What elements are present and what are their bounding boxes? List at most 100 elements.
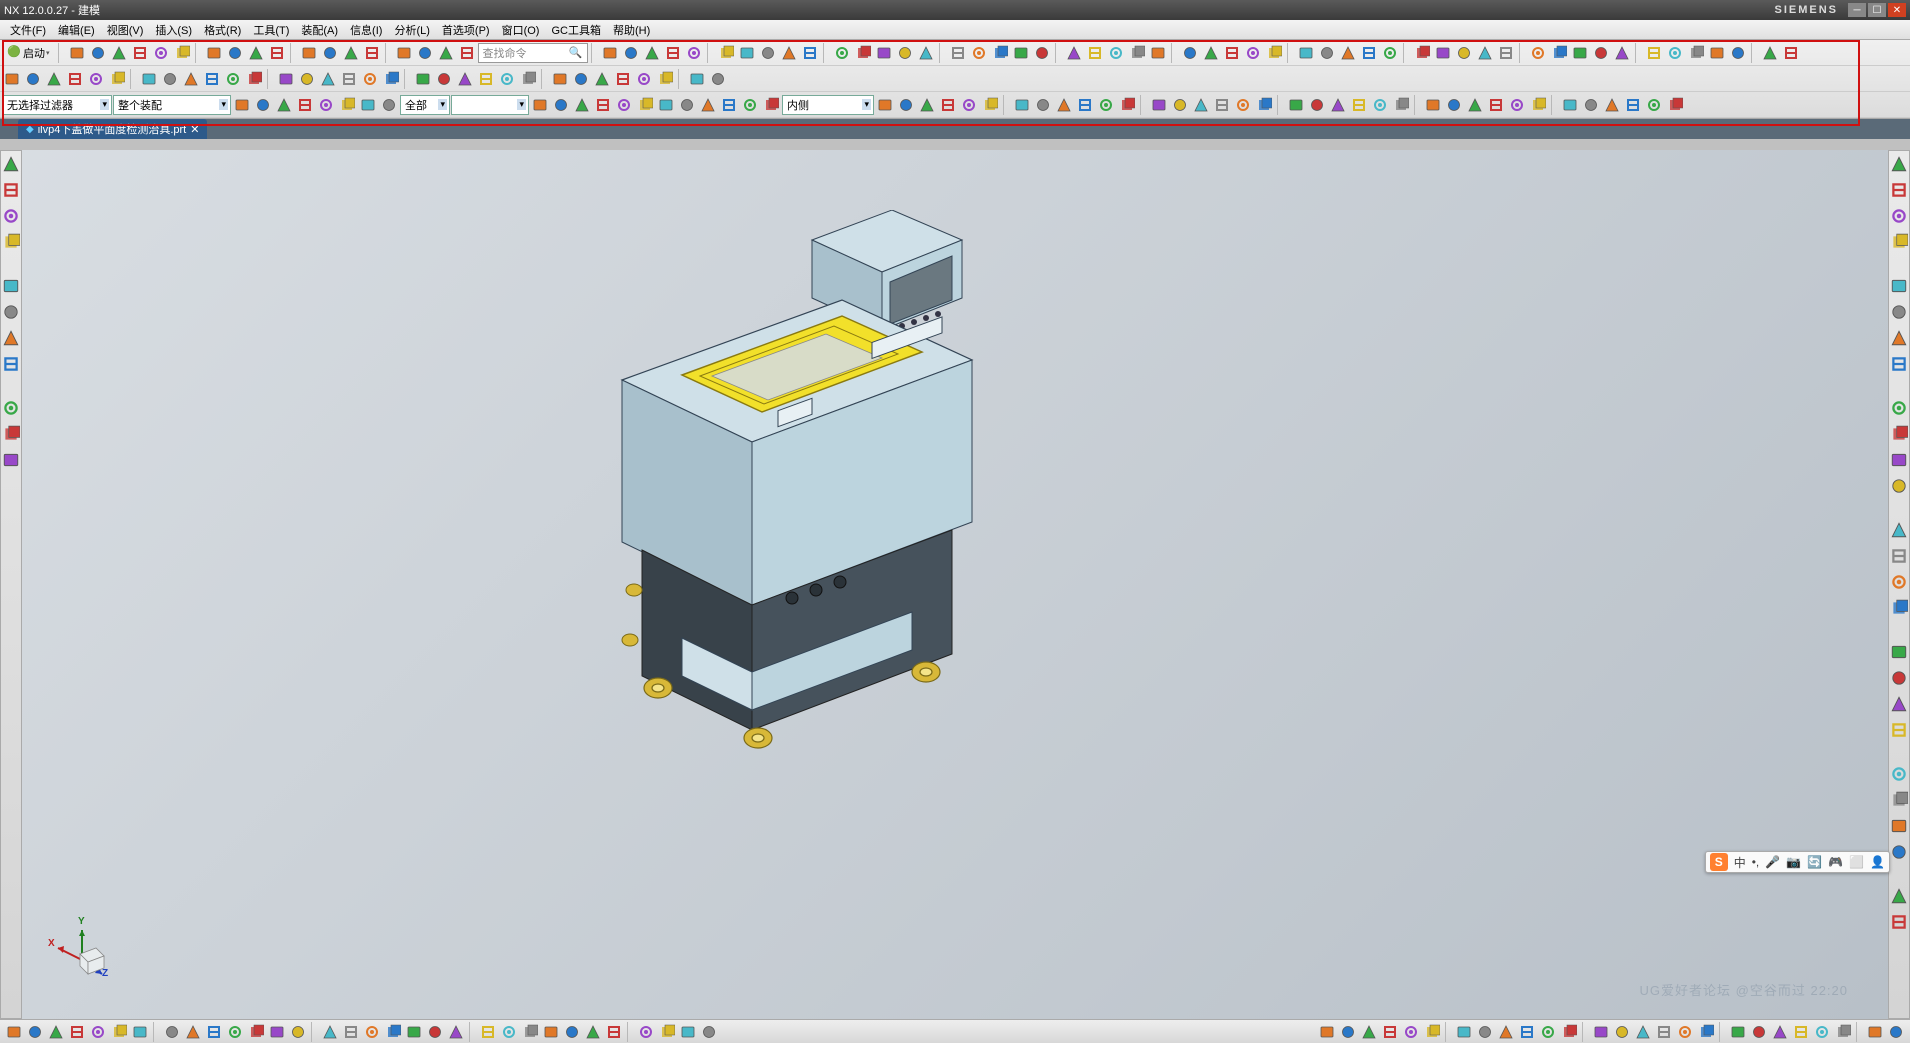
feature-button-13[interactable] [895, 43, 915, 63]
assembly-button-16[interactable] [1675, 1022, 1695, 1042]
curve-button-22[interactable] [1370, 95, 1390, 115]
sketch-button-11[interactable] [246, 1022, 266, 1042]
start-menu-button[interactable]: 🟢 启动 [2, 43, 55, 63]
curve-button-10[interactable] [1096, 95, 1116, 115]
left-palette-button-0[interactable] [2, 155, 20, 173]
feature-button-21[interactable] [1085, 43, 1105, 63]
feature-button-50[interactable] [1760, 43, 1780, 63]
curve-button-14[interactable] [1191, 95, 1211, 115]
ime-punct-button[interactable]: •, [1752, 855, 1760, 869]
left-palette-button-4[interactable] [2, 277, 20, 295]
left-palette-button-8[interactable] [2, 399, 20, 417]
window-close-button[interactable]: ✕ [1888, 3, 1906, 17]
undo-button-3[interactable] [362, 43, 382, 63]
sketch-button-5[interactable] [109, 1022, 129, 1042]
left-palette-button-7[interactable] [2, 355, 20, 373]
feature-button-25[interactable] [1180, 43, 1200, 63]
ime-user-icon[interactable]: 👤 [1870, 855, 1885, 869]
right-palette-button-16[interactable] [1890, 643, 1908, 661]
view-triad[interactable]: X Y Z [52, 922, 112, 985]
feature-button-2[interactable] [642, 43, 662, 63]
right-palette-button-3[interactable] [1890, 233, 1908, 251]
assembly-button-14[interactable] [1633, 1022, 1653, 1042]
curve-button-7[interactable] [1033, 95, 1053, 115]
assembly-button-12[interactable] [1591, 1022, 1611, 1042]
modeling-button-5[interactable] [107, 69, 127, 89]
feature-button-45[interactable] [1644, 43, 1664, 63]
curve-button-20[interactable] [1328, 95, 1348, 115]
curve-button-18[interactable] [1286, 95, 1306, 115]
view-button-2[interactable] [436, 43, 456, 63]
snap-button-8[interactable] [698, 95, 718, 115]
window-minimize-button[interactable]: ─ [1848, 3, 1866, 17]
curve-button-13[interactable] [1170, 95, 1190, 115]
sketch-button-16[interactable] [362, 1022, 382, 1042]
menu-item-4[interactable]: 格式(R) [198, 22, 247, 38]
feature-button-37[interactable] [1454, 43, 1474, 63]
assembly-button-25[interactable] [1886, 1022, 1906, 1042]
sketch-button-1[interactable] [25, 1022, 45, 1042]
sketch-button-17[interactable] [383, 1022, 403, 1042]
right-palette-button-13[interactable] [1890, 547, 1908, 565]
modeling-button-25[interactable] [571, 69, 591, 89]
menu-item-12[interactable]: 帮助(H) [607, 22, 656, 38]
feature-button-1[interactable] [621, 43, 641, 63]
modeling-button-17[interactable] [381, 69, 401, 89]
modeling-button-28[interactable] [634, 69, 654, 89]
file-button-2[interactable] [109, 43, 129, 63]
modeling-button-30[interactable] [687, 69, 707, 89]
assembly-button-8[interactable] [1496, 1022, 1516, 1042]
feature-button-41[interactable] [1549, 43, 1569, 63]
curve-button-16[interactable] [1233, 95, 1253, 115]
modeling-button-18[interactable] [413, 69, 433, 89]
assembly-button-17[interactable] [1696, 1022, 1716, 1042]
modeling-button-3[interactable] [65, 69, 85, 89]
menu-item-9[interactable]: 首选项(P) [436, 22, 496, 38]
modeling-button-12[interactable] [276, 69, 296, 89]
edit-button-2[interactable] [246, 43, 266, 63]
snap-button-7[interactable] [677, 95, 697, 115]
menu-item-0[interactable]: 文件(F) [4, 22, 52, 38]
feature-button-22[interactable] [1106, 43, 1126, 63]
document-tab[interactable]: ◆ ilvp4下盖做平面度检测治具.prt ✕ [18, 119, 207, 139]
right-palette-button-14[interactable] [1890, 573, 1908, 591]
ime-keyboard-icon[interactable]: ⬜ [1849, 855, 1864, 869]
filter-button-2[interactable] [274, 95, 294, 115]
right-palette-button-6[interactable] [1890, 329, 1908, 347]
left-palette-button-3[interactable] [2, 233, 20, 251]
window-maximize-button[interactable]: ☐ [1868, 3, 1886, 17]
sketch-button-27[interactable] [604, 1022, 624, 1042]
feature-button-38[interactable] [1475, 43, 1495, 63]
filter-button-5[interactable] [337, 95, 357, 115]
curve-button-3[interactable] [938, 95, 958, 115]
feature-button-23[interactable] [1127, 43, 1147, 63]
left-palette-button-6[interactable] [2, 329, 20, 347]
right-palette-button-4[interactable] [1890, 277, 1908, 295]
feature-button-6[interactable] [737, 43, 757, 63]
curve-button-34[interactable] [1644, 95, 1664, 115]
undo-button-1[interactable] [320, 43, 340, 63]
curve-button-15[interactable] [1212, 95, 1232, 115]
right-palette-button-17[interactable] [1890, 669, 1908, 687]
view-button-0[interactable] [394, 43, 414, 63]
modeling-button-24[interactable] [550, 69, 570, 89]
file-button-4[interactable] [151, 43, 171, 63]
curve-button-32[interactable] [1602, 95, 1622, 115]
snap-button-4[interactable] [614, 95, 634, 115]
feature-button-48[interactable] [1707, 43, 1727, 63]
right-palette-button-15[interactable] [1890, 599, 1908, 617]
layer-combo[interactable] [451, 95, 529, 115]
sketch-button-14[interactable] [320, 1022, 340, 1042]
assembly-button-5[interactable] [1422, 1022, 1442, 1042]
left-palette-button-5[interactable] [2, 303, 20, 321]
snap-button-6[interactable] [656, 95, 676, 115]
left-palette-button-2[interactable] [2, 207, 20, 225]
feature-button-32[interactable] [1338, 43, 1358, 63]
menu-item-1[interactable]: 编辑(E) [52, 22, 101, 38]
undo-button-2[interactable] [341, 43, 361, 63]
left-palette-button-9[interactable] [2, 425, 20, 443]
inside-combo[interactable]: 内侧 [782, 95, 874, 115]
assembly-button-1[interactable] [1338, 1022, 1358, 1042]
feature-button-11[interactable] [853, 43, 873, 63]
sketch-button-19[interactable] [425, 1022, 445, 1042]
